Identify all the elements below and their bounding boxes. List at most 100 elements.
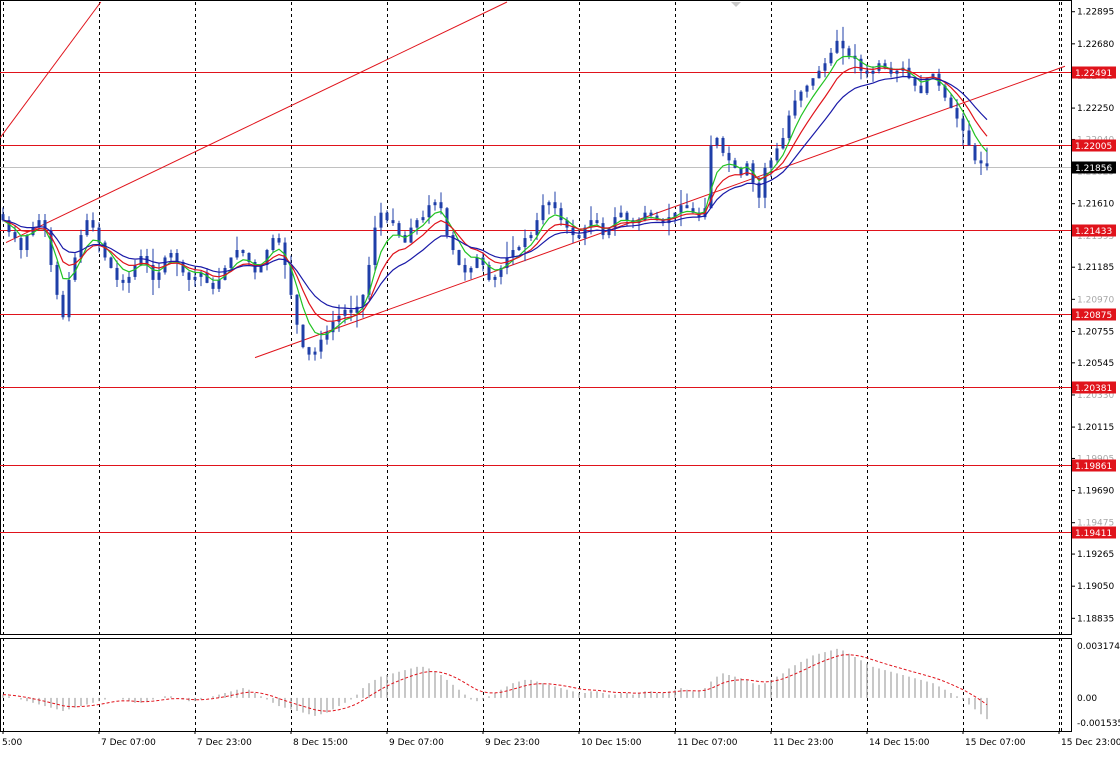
candle-body[interactable] [103,242,107,258]
candle-body[interactable] [499,267,503,277]
candle-body[interactable] [223,267,227,280]
candle-body[interactable] [85,220,89,236]
candle-body[interactable] [961,118,965,131]
candle-body[interactable] [211,282,215,289]
candle-body[interactable] [487,264,491,280]
candle-body[interactable] [463,264,467,273]
candle-body[interactable] [37,220,41,228]
candle-body[interactable] [685,205,689,209]
candle-body[interactable] [319,339,323,352]
candle-body[interactable] [91,220,95,228]
candle-body[interactable] [979,160,983,164]
candle-body[interactable] [403,235,407,243]
trendline-channel-top[interactable] [5,1,508,243]
candle-body[interactable] [889,67,893,74]
candle-body[interactable] [643,212,647,221]
candle-body[interactable] [163,257,167,273]
candle-body[interactable] [199,272,203,277]
candle-body[interactable] [145,255,149,265]
candle-body[interactable] [943,85,947,98]
candle-body[interactable] [829,52,833,64]
candle-body[interactable] [187,272,191,280]
candle-body[interactable] [907,67,911,79]
candle-body[interactable] [337,315,341,322]
candle-body[interactable] [361,294,365,307]
candle-body[interactable] [619,212,623,218]
candle-body[interactable] [181,261,185,273]
candle-body[interactable] [241,250,245,254]
candle-body[interactable] [895,70,899,74]
candle-body[interactable] [451,235,455,251]
candle-body[interactable] [205,272,209,283]
candle-body[interactable] [817,70,821,79]
candle-body[interactable] [883,63,887,68]
candle-body[interactable] [127,276,131,283]
candle-body[interactable] [355,306,359,313]
candle-body[interactable] [409,227,413,243]
candle-body[interactable] [67,279,71,318]
candle-body[interactable] [847,48,851,56]
candle-body[interactable] [31,227,35,236]
candle-body[interactable] [229,257,233,268]
candle-body[interactable] [547,202,551,206]
candle-body[interactable] [247,253,251,262]
candle-body[interactable] [43,220,47,231]
candle-body[interactable] [19,238,23,251]
candle-body[interactable] [811,78,815,86]
candle-body[interactable] [793,100,797,116]
candle-body[interactable] [787,115,791,138]
candle-body[interactable] [517,247,521,251]
candle-body[interactable] [265,250,269,265]
candle-body[interactable] [535,220,539,236]
candle-body[interactable] [529,235,533,239]
candle-body[interactable] [235,250,239,258]
candle-body[interactable] [343,309,347,316]
candle-body[interactable] [313,351,317,355]
candle-body[interactable] [469,267,473,273]
candle-body[interactable] [193,276,197,280]
candle-body[interactable] [307,347,311,355]
candle-body[interactable] [301,324,305,348]
candle-body[interactable] [493,276,497,280]
candle-body[interactable] [595,220,599,224]
candle-body[interactable] [481,257,485,265]
candle-body[interactable] [475,257,479,268]
candle-body[interactable] [559,208,563,221]
candle-body[interactable] [607,227,611,236]
candle-body[interactable] [523,238,527,248]
candle-body[interactable] [433,202,437,206]
candle-body[interactable] [859,58,863,71]
candle-body[interactable] [649,212,653,216]
candle-body[interactable] [739,167,743,176]
candle-body[interactable] [589,220,593,228]
candle-body[interactable] [805,85,809,92]
candle-body[interactable] [757,182,761,198]
candle-body[interactable] [673,212,677,218]
candle-body[interactable] [421,217,425,221]
candle-body[interactable] [727,152,731,161]
candle-body[interactable] [781,137,785,149]
candle-body[interactable] [367,264,371,295]
candle-body[interactable] [865,70,869,74]
candle-body[interactable] [721,137,725,153]
candle-body[interactable] [949,97,953,109]
candle-body[interactable] [97,227,101,243]
candle-body[interactable] [7,220,11,233]
candle-body[interactable] [565,220,569,228]
candle-body[interactable] [913,78,917,86]
candle-body[interactable] [157,272,161,280]
candle-body[interactable] [967,130,971,146]
candle-body[interactable] [511,250,515,258]
candle-body[interactable] [277,238,281,243]
candle-body[interactable] [541,205,545,221]
candle-body[interactable] [661,220,665,224]
candle-body[interactable] [331,321,335,333]
scroll-marker-icon[interactable] [731,2,741,7]
candle-body[interactable] [169,253,173,258]
candle-body[interactable] [109,257,113,268]
candle-body[interactable] [115,267,119,280]
candle-body[interactable] [73,257,77,280]
candle-body[interactable] [709,145,713,209]
candle-body[interactable] [175,253,179,262]
